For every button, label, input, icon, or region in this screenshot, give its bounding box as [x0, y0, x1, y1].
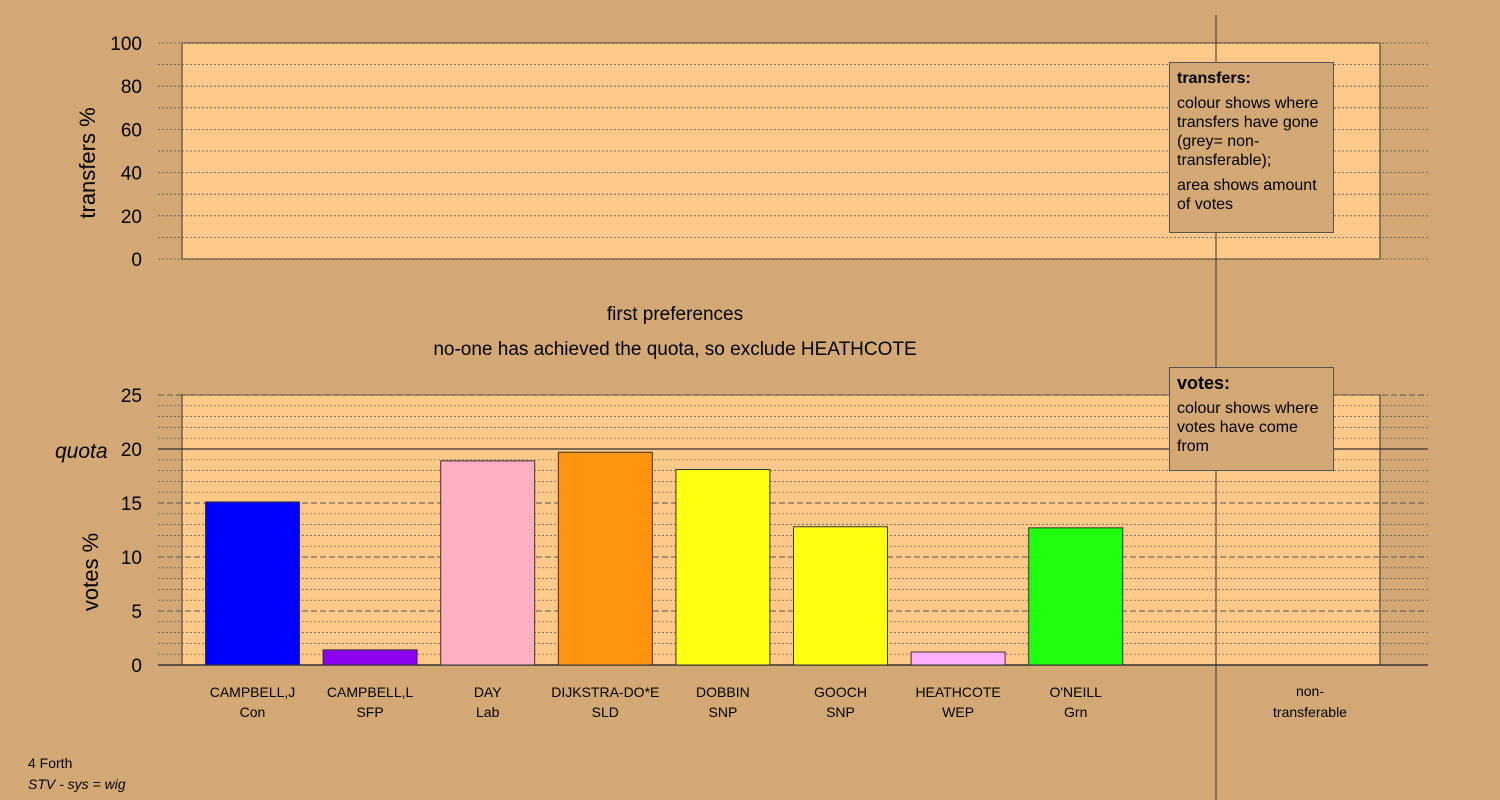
- vote-bar: [440, 460, 536, 666]
- votes-tick-label: 25: [121, 386, 142, 407]
- transfers-tick-label: 60: [121, 120, 142, 141]
- candidate-party: SFP: [356, 704, 383, 720]
- candidate-name: DOBBIN: [696, 684, 750, 700]
- vote-bar: [322, 649, 418, 666]
- votes-y-ticks: 0 5 10 15 20 25: [121, 386, 142, 677]
- vote-bar: [557, 451, 653, 666]
- vote-bar: [205, 501, 300, 666]
- vote-bar: [1028, 527, 1124, 666]
- vote-bar: [675, 469, 771, 666]
- transfers-legend-text-2: area shows amount of votes: [1177, 177, 1317, 213]
- candidate-name: DIJKSTRA-DO*E: [551, 684, 659, 700]
- candidate-name: HEATHCOTE: [915, 684, 1000, 700]
- non-transferable-label-1: non-: [1296, 683, 1324, 699]
- vote-bar: [793, 526, 888, 666]
- votes-tick-label: 10: [121, 548, 142, 569]
- transfers-legend: transfers: colour shows where transfers …: [1169, 62, 1334, 233]
- footer-system: STV - sys = wig: [28, 776, 126, 792]
- votes-tick-label: 20: [121, 440, 142, 461]
- votes-bars: [205, 451, 1124, 666]
- votes-tick-label: 5: [131, 602, 142, 623]
- votes-tick-label: 15: [121, 494, 142, 515]
- candidate-party: WEP: [942, 704, 974, 720]
- candidate-name: O'NEILL: [1049, 684, 1102, 700]
- votes-legend-text: colour shows where votes have come from: [1177, 400, 1319, 455]
- non-transferable-label-2: transferable: [1273, 704, 1347, 720]
- transfers-tick-label: 20: [121, 207, 142, 228]
- transfers-tick-label: 40: [121, 164, 142, 185]
- votes-y-axis-label: votes %: [78, 533, 103, 611]
- candidate-party: Lab: [476, 704, 500, 720]
- stage-title: first preferences: [607, 304, 743, 325]
- transfers-legend-title: transfers:: [1177, 70, 1251, 87]
- footer-constituency: 4 Forth: [28, 755, 73, 771]
- transfers-legend-text-1: colour shows where transfers have gone (…: [1177, 95, 1319, 169]
- candidate-labels: CAMPBELL,J Con CAMPBELL,L SFP DAY Lab DIJKSTRA…: [210, 684, 1102, 720]
- quota-label: quota: [55, 440, 108, 463]
- transfers-tick-label: 80: [121, 77, 142, 98]
- candidate-party: SLD: [592, 704, 619, 720]
- vote-bar: [910, 651, 1006, 666]
- candidate-name: DAY: [474, 684, 502, 700]
- candidate-party: SNP: [709, 704, 738, 720]
- transfers-y-axis-label: transfers %: [75, 107, 100, 218]
- stage-note: no-one has achieved the quota, so exclud…: [433, 339, 916, 360]
- candidate-name: CAMPBELL,J: [210, 684, 296, 700]
- candidate-name: CAMPBELL,L: [327, 684, 414, 700]
- votes-tick-label: 0: [131, 656, 142, 677]
- votes-legend: votes: colour shows where votes have com…: [1169, 367, 1334, 471]
- candidate-party: Con: [240, 704, 266, 720]
- votes-legend-title: votes:: [1177, 373, 1231, 393]
- candidate-party: Grn: [1064, 704, 1087, 720]
- candidate-name: GOOCH: [814, 684, 867, 700]
- transfers-y-ticks: 0 20 40 60 80 100: [110, 34, 142, 271]
- candidate-party: SNP: [826, 704, 855, 720]
- transfers-tick-label: 100: [110, 34, 142, 55]
- transfers-tick-label: 0: [131, 250, 142, 271]
